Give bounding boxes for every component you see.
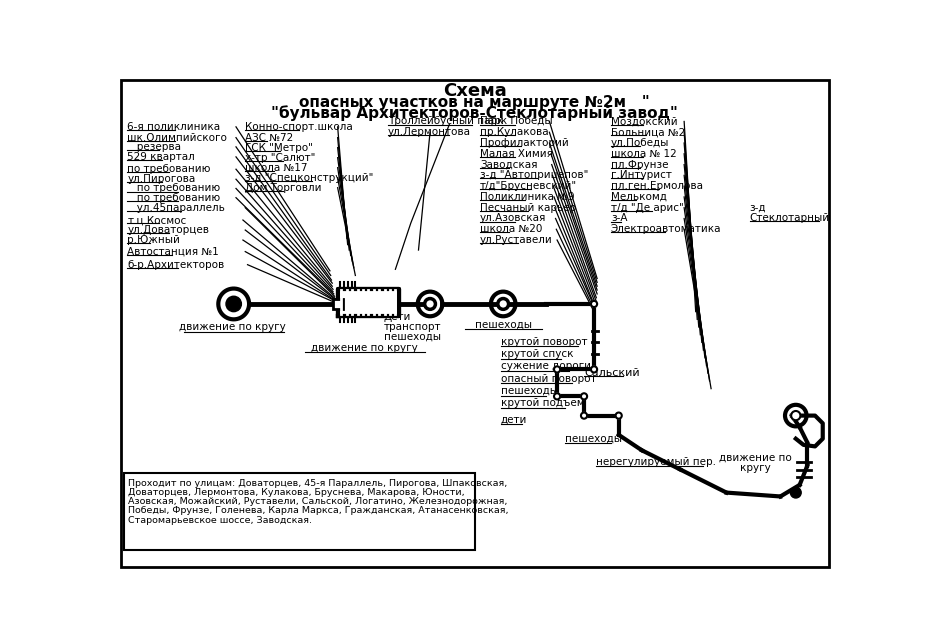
Text: нерегулируемый пер.: нерегулируемый пер. bbox=[595, 457, 716, 467]
Text: ул.Доваторцев: ул.Доваторцев bbox=[127, 225, 210, 235]
Text: з-А: з-А bbox=[611, 214, 628, 223]
Text: т.ц.Космос: т.ц.Космос bbox=[127, 215, 186, 225]
Text: ул.Пирогова: ул.Пирогова bbox=[127, 174, 196, 184]
Text: опасных участков на маршруте №2м   ": опасных участков на маршруте №2м " bbox=[299, 95, 650, 109]
Text: пешеходы: пешеходы bbox=[565, 434, 622, 444]
Text: Парк Победы: Парк Победы bbox=[480, 116, 552, 127]
Text: Сальский: Сальский bbox=[584, 368, 640, 378]
Text: кругу: кругу bbox=[741, 463, 771, 473]
Text: Больница №2: Больница №2 bbox=[611, 127, 685, 137]
Text: пешеходы: пешеходы bbox=[475, 320, 532, 330]
Bar bbox=[124, 474, 475, 550]
Text: движение по: движение по bbox=[719, 453, 793, 463]
Text: транспорт: транспорт bbox=[384, 322, 441, 332]
Text: пешеходы: пешеходы bbox=[501, 386, 558, 396]
Text: Троллейбусный парк: Троллейбусный парк bbox=[387, 116, 503, 127]
Text: б-р.Архитекторов: б-р.Архитекторов bbox=[127, 260, 224, 269]
Circle shape bbox=[581, 393, 587, 399]
Circle shape bbox=[791, 411, 800, 420]
Text: Победы, Фрунзе, Голенева, Карла Маркса, Гражданская, Атанасенковская,: Победы, Фрунзе, Голенева, Карла Маркса, … bbox=[128, 506, 509, 515]
Text: школа №20: школа №20 bbox=[480, 224, 542, 234]
Text: резерва: резерва bbox=[127, 142, 182, 152]
Bar bbox=[333, 298, 343, 308]
Text: школа №17: школа №17 bbox=[246, 163, 308, 173]
Text: Схема: Схема bbox=[443, 82, 506, 100]
Text: Дети: Дети bbox=[384, 312, 412, 322]
Text: х-тр "Салют": х-тр "Салют" bbox=[246, 153, 315, 163]
Circle shape bbox=[616, 413, 622, 419]
Text: ул.Победы: ул.Победы bbox=[611, 138, 669, 148]
Text: крутой поворот: крутой поворот bbox=[501, 337, 588, 347]
Text: крутой подъем: крутой подъем bbox=[501, 398, 585, 408]
Text: Дом Торговли: Дом Торговли bbox=[246, 182, 322, 193]
Circle shape bbox=[591, 301, 597, 307]
Text: Электроавтоматика: Электроавтоматика bbox=[611, 224, 721, 234]
Text: дети: дети bbox=[501, 415, 527, 424]
Text: Песчаный карьер: Песчаный карьер bbox=[480, 203, 577, 212]
Text: Профилакторий: Профилакторий bbox=[480, 138, 569, 148]
Text: Проходит по улицам: Доваторцев, 45-я Параллель, Пирогова, Шпаковская,: Проходит по улицам: Доваторцев, 45-я Пар… bbox=[128, 479, 507, 488]
Text: шк.Олимпийского: шк.Олимпийского bbox=[127, 132, 227, 143]
Text: 6-я поликлиника: 6-я поликлиника bbox=[127, 122, 221, 132]
Text: з-д "Спецконструкций": з-д "Спецконструкций" bbox=[246, 173, 374, 182]
Text: ул.Руставели: ул.Руставели bbox=[480, 235, 552, 245]
Text: по требованию: по требованию bbox=[127, 193, 221, 203]
Text: Азовская, Можайский, Руставели, Сальской, Логатино, Железнодорожная,: Азовская, Можайский, Руставели, Сальской… bbox=[128, 497, 508, 506]
Text: г.Интурист: г.Интурист bbox=[611, 170, 672, 180]
Text: Мелькомд: Мелькомд bbox=[611, 192, 667, 202]
Text: Старомарьевское шоссе, Заводская.: Старомарьевское шоссе, Заводская. bbox=[128, 516, 312, 525]
Text: 529 квартал: 529 квартал bbox=[127, 152, 196, 162]
Text: Автостанция №1: Автостанция №1 bbox=[127, 246, 219, 257]
Text: пл.ген.Ермолова: пл.ген.Ермолова bbox=[611, 181, 703, 191]
Text: по требованию: по требованию bbox=[127, 164, 210, 174]
Text: р.Южный: р.Южный bbox=[127, 235, 181, 245]
Text: Доваторцев, Лермонтова, Кулакова, Бруснева, Макарова, Юности,: Доваторцев, Лермонтова, Кулакова, Брусне… bbox=[128, 488, 464, 497]
Text: т/д "Де арис": т/д "Де арис" bbox=[611, 203, 684, 212]
Text: Моздокский: Моздокский bbox=[611, 116, 678, 127]
Text: Малая Химия: Малая Химия bbox=[480, 148, 553, 159]
Circle shape bbox=[226, 296, 241, 312]
Text: сужение дороги: сужение дороги bbox=[501, 362, 590, 371]
Text: Заводская: Заводская bbox=[480, 159, 538, 170]
Text: движение по кругу: движение по кругу bbox=[179, 322, 286, 332]
Text: Конно-спорт.школа: Конно-спорт.школа bbox=[246, 122, 353, 132]
Circle shape bbox=[425, 298, 436, 309]
Text: ул.45параллель: ул.45параллель bbox=[127, 203, 225, 212]
Text: АЗС №72: АЗС №72 bbox=[246, 132, 294, 143]
Circle shape bbox=[498, 298, 509, 309]
Text: движение по кругу: движение по кругу bbox=[311, 343, 418, 353]
Text: Поликлиника №9: Поликлиника №9 bbox=[480, 192, 575, 202]
Circle shape bbox=[791, 487, 801, 498]
Circle shape bbox=[591, 366, 597, 372]
Bar bbox=[337, 289, 400, 316]
Text: з-д: з-д bbox=[750, 203, 766, 212]
Text: пр.Кулакова: пр.Кулакова bbox=[480, 127, 549, 137]
Text: ул.Азовская: ул.Азовская bbox=[480, 214, 547, 223]
Text: Стеклотарный: Стеклотарный bbox=[750, 214, 830, 223]
Text: "бульвар Архитекторов-Стеклотарный завод": "бульвар Архитекторов-Стеклотарный завод… bbox=[272, 105, 679, 121]
Text: ГСК "Метро": ГСК "Метро" bbox=[246, 143, 313, 152]
Text: по требованию: по требованию bbox=[127, 184, 221, 193]
Text: опасный поворот: опасный поворот bbox=[501, 374, 596, 383]
Circle shape bbox=[554, 393, 560, 399]
Text: пешеходы: пешеходы bbox=[384, 332, 441, 342]
Text: крутой спуск: крутой спуск bbox=[501, 349, 574, 359]
Text: з-д "Автоприцепов": з-д "Автоприцепов" bbox=[480, 170, 589, 180]
Text: ул.Лермонтова: ул.Лермонтова bbox=[387, 127, 471, 137]
Text: т/д"Бруснeвский": т/д"Бруснeвский" bbox=[480, 181, 578, 191]
Text: школа № 12: школа № 12 bbox=[611, 148, 677, 159]
Circle shape bbox=[581, 413, 587, 419]
Text: пл.Фрунзе: пл.Фрунзе bbox=[611, 159, 668, 170]
Circle shape bbox=[554, 366, 560, 372]
